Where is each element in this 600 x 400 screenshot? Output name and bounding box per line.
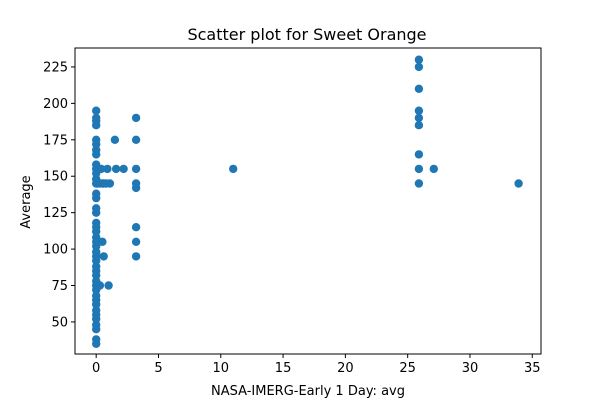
scatter-point	[103, 164, 112, 174]
scatter-point	[514, 179, 523, 188]
y-tick-label: 225	[43, 60, 68, 75]
scatter-point	[92, 135, 101, 144]
scatter-point	[99, 252, 108, 261]
scatter-point	[98, 237, 107, 246]
scatter-point	[131, 252, 141, 261]
x-axis-label: NASA-IMERG-Early 1 Day: avg	[211, 384, 405, 399]
scatter-point	[131, 237, 141, 246]
scatter-point	[414, 84, 424, 94]
plot-frame	[74, 47, 542, 355]
scatter-point	[97, 164, 106, 174]
chart-title: Scatter plot for Sweet Orange	[187, 25, 426, 44]
scatter-point	[414, 121, 424, 130]
scatter-point	[110, 135, 120, 144]
scatter-point	[119, 164, 128, 174]
scatter-point	[414, 55, 424, 64]
x-tick-label: 35	[524, 361, 541, 376]
y-tick-label: 75	[51, 279, 68, 294]
scatter-point	[414, 164, 424, 174]
scatter-point	[92, 204, 101, 213]
scatter-point	[414, 113, 424, 123]
scatter-point	[111, 164, 121, 174]
x-tick-label: 30	[462, 361, 479, 376]
scatter-point	[229, 164, 238, 174]
y-axis-ticks: 50 75 100 125 150 175 200 225	[43, 60, 75, 330]
scatter-point	[429, 164, 438, 174]
y-tick-label: 100	[43, 243, 68, 258]
scatter-point	[131, 179, 141, 188]
scatter-point	[92, 335, 101, 344]
scatter-point	[92, 113, 101, 123]
scatter-point	[92, 291, 101, 300]
y-tick-label: 150	[43, 170, 68, 185]
x-tick-label: 10	[213, 361, 230, 376]
x-tick-label: 25	[399, 361, 416, 376]
x-tick-label: 15	[275, 361, 292, 376]
scatter-points	[92, 55, 523, 348]
y-tick-label: 125	[43, 206, 68, 221]
y-axis-label: Average	[19, 175, 34, 228]
scatter-point	[414, 62, 424, 72]
y-tick-label: 200	[43, 97, 68, 112]
scatter-point	[104, 281, 113, 290]
y-tick-label: 175	[43, 133, 68, 148]
scatter-point	[95, 281, 105, 290]
scatter-point	[92, 106, 101, 115]
scatter-point	[414, 106, 424, 115]
x-axis-ticks: 0 5 10 15 20 25 30 35	[92, 354, 541, 376]
scatter-point	[414, 150, 424, 159]
scatter-point	[92, 247, 101, 257]
scatter-point	[92, 320, 101, 330]
x-tick-label: 20	[337, 361, 354, 376]
scatter-point	[131, 113, 141, 123]
scatter-point	[105, 179, 115, 188]
scatter-point	[92, 145, 101, 155]
scatter-point	[92, 306, 101, 315]
y-tick-label: 50	[51, 315, 68, 330]
x-tick-label: 5	[154, 361, 162, 376]
scatter-point	[414, 179, 424, 188]
scatter-point	[92, 218, 101, 228]
scatter-point	[131, 164, 141, 174]
x-tick-label: 0	[92, 361, 100, 376]
scatter-point	[131, 223, 141, 232]
scatter-point	[131, 135, 141, 144]
scatter-point	[92, 189, 101, 198]
scatter-point	[92, 262, 101, 271]
